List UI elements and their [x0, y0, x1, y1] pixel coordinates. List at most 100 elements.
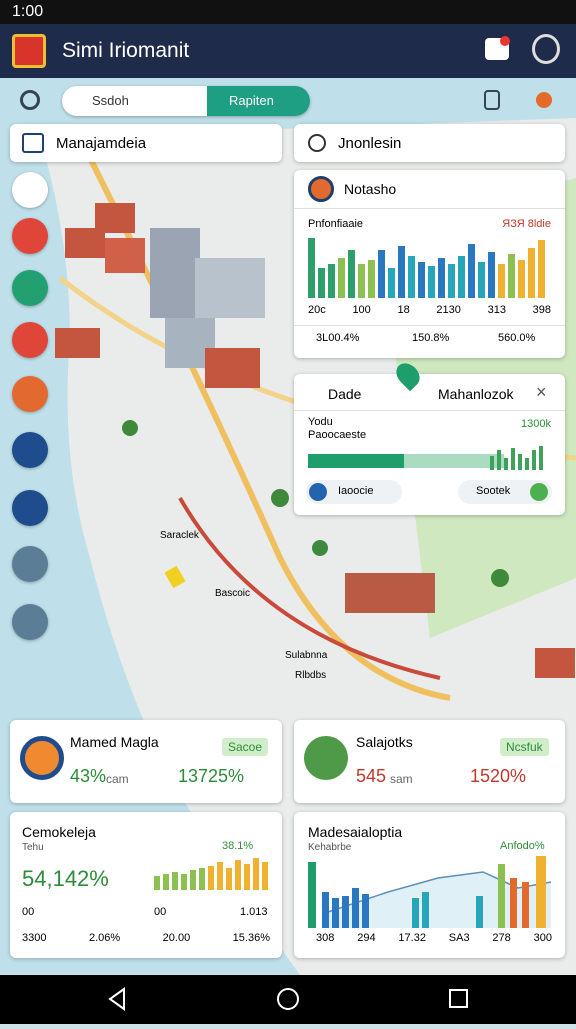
profile-icon[interactable]: [532, 34, 560, 64]
axis-label: 300: [533, 932, 552, 944]
badge: Sacoe: [222, 738, 269, 756]
panel-icon: [308, 134, 326, 152]
badge: 38.1%: [222, 840, 254, 852]
axis-label: 15.36%: [232, 932, 270, 944]
button-label: Sootek: [476, 485, 511, 497]
nav-icons: [108, 987, 468, 1011]
map-label: Sulabnna: [285, 650, 328, 661]
search-button-label: Rapiten: [229, 93, 274, 108]
home-button[interactable]: [277, 988, 299, 1010]
map-button[interactable]: [12, 218, 48, 254]
panel-title: Manajamdeia: [56, 135, 147, 152]
stat: 13725%: [178, 766, 245, 786]
map-button[interactable]: [12, 604, 48, 640]
axis-label: 20.00: [162, 932, 191, 944]
app-title: Simi Iriomanit: [62, 39, 190, 62]
panel-icon: [22, 133, 44, 153]
stat-card[interactable]: Salajotks Ncsfuk 545 sam 1520%: [294, 720, 565, 803]
footer-stat: 150.8%: [412, 332, 450, 344]
chart-card[interactable]: Cemokeleja Tehu 38.1% 54,142% 00 00 1.01…: [10, 812, 282, 958]
mini-chart: [490, 446, 543, 470]
time: 1:00: [12, 3, 44, 20]
map-label: Bascoic: [215, 588, 250, 599]
axis-label: 294: [357, 932, 376, 944]
chart-card[interactable]: Madesaialoptia Kehabrbe Anfodo% 308 294 17…: [294, 812, 565, 958]
axis-label: 100: [352, 304, 371, 316]
stats-card: Notasho Pnfonfiaaie ЯЗЯ 8ldie 20c 100 18 21…: [294, 170, 565, 358]
card-title: Notasho: [344, 181, 397, 197]
app-logo: [12, 34, 46, 68]
axis-labels: 308 294 17.32 SA3 278 300: [316, 932, 552, 944]
button-icon: [309, 483, 327, 501]
axis-label: 20c: [308, 304, 326, 316]
tab[interactable]: Dade: [328, 386, 362, 402]
map-button[interactable]: [12, 270, 48, 306]
card-title: Mamed Magla: [70, 734, 159, 750]
card-subtitle: Kehabrbe: [308, 842, 352, 853]
footer-stat: 3L00.4%: [316, 332, 360, 344]
map-button[interactable]: [12, 322, 48, 358]
map-label: Rlbdbs: [295, 670, 326, 681]
axis-label: 308: [316, 932, 335, 944]
action-button[interactable]: Iaoocie: [306, 480, 402, 504]
axis-label: 278: [492, 932, 511, 944]
close-button[interactable]: ×: [536, 382, 547, 402]
axis-label: 3300: [22, 932, 47, 944]
recents-button[interactable]: [449, 989, 468, 1008]
card-title: Cemokeleja: [22, 824, 96, 840]
map-button[interactable]: [12, 432, 48, 468]
tab[interactable]: Mahanlozok: [438, 386, 514, 402]
stat: 545: [356, 766, 387, 786]
detail-label: Paoocaeste: [308, 429, 367, 441]
panel[interactable]: Manajamdeia: [10, 124, 282, 162]
map-label: Saraclek: [160, 530, 200, 541]
detail-card: Dade Mahanlozok × Yodu Paoocaeste 1300k …: [294, 358, 565, 515]
search-input[interactable]: Ssdoh: [92, 93, 129, 108]
mini-chart: [308, 856, 551, 928]
detail-label: Yodu: [308, 416, 333, 428]
stat: 1520%: [470, 766, 527, 786]
divider: [294, 410, 565, 411]
card-title: Salajotks: [356, 734, 413, 750]
nav-bar: [0, 975, 576, 1024]
panel[interactable]: Jnonlesin: [294, 124, 565, 162]
map-button[interactable]: [12, 490, 48, 526]
stat-card[interactable]: Mamed Magla Sacoe 43% cam 13725%: [10, 720, 282, 803]
card-subtitle: Tehu: [22, 842, 44, 853]
big-stat: 54,142%: [22, 866, 109, 891]
stat: 43%: [70, 766, 107, 786]
divider: [294, 325, 565, 326]
axis-label: 1.013: [240, 906, 268, 918]
notification-dot: [500, 36, 510, 46]
settings-icon[interactable]: [20, 90, 40, 110]
button-icon: [530, 483, 548, 501]
unit: sam: [390, 772, 413, 786]
map-button[interactable]: [12, 172, 48, 208]
mini-chart: [154, 858, 268, 890]
map-button[interactable]: [12, 376, 48, 412]
layers-icon[interactable]: [484, 90, 500, 110]
location-icon[interactable]: [536, 92, 552, 108]
axis-label: 00: [22, 906, 35, 918]
chart-label: ЯЗЯ 8ldie: [502, 218, 551, 230]
action-button[interactable]: Sootek: [458, 480, 552, 504]
axis-labels: 20c 100 18 2130 313 398: [308, 304, 551, 316]
badge: Ncsfuk: [500, 738, 549, 756]
axis-label: 2.06%: [88, 932, 121, 944]
map-button[interactable]: [12, 546, 48, 582]
footer-stat: 560.0%: [498, 332, 536, 344]
app-header: Simi Iriomanit: [0, 24, 576, 78]
axis-label: 2130: [436, 304, 461, 316]
card-icon: [20, 736, 64, 780]
mini-chart: [308, 238, 545, 298]
search-button[interactable]: Rapiten: [207, 86, 310, 116]
card-icon: [304, 736, 348, 780]
progress-track: [404, 454, 504, 468]
search-bar[interactable]: Ssdoh Rapiten: [62, 86, 310, 116]
axis-label: 313: [487, 304, 506, 316]
chart-label: Pnfonfiaaie: [308, 218, 364, 230]
axis-label: SA3: [448, 932, 470, 944]
back-button[interactable]: [108, 987, 125, 1011]
card-icon: [308, 176, 334, 202]
